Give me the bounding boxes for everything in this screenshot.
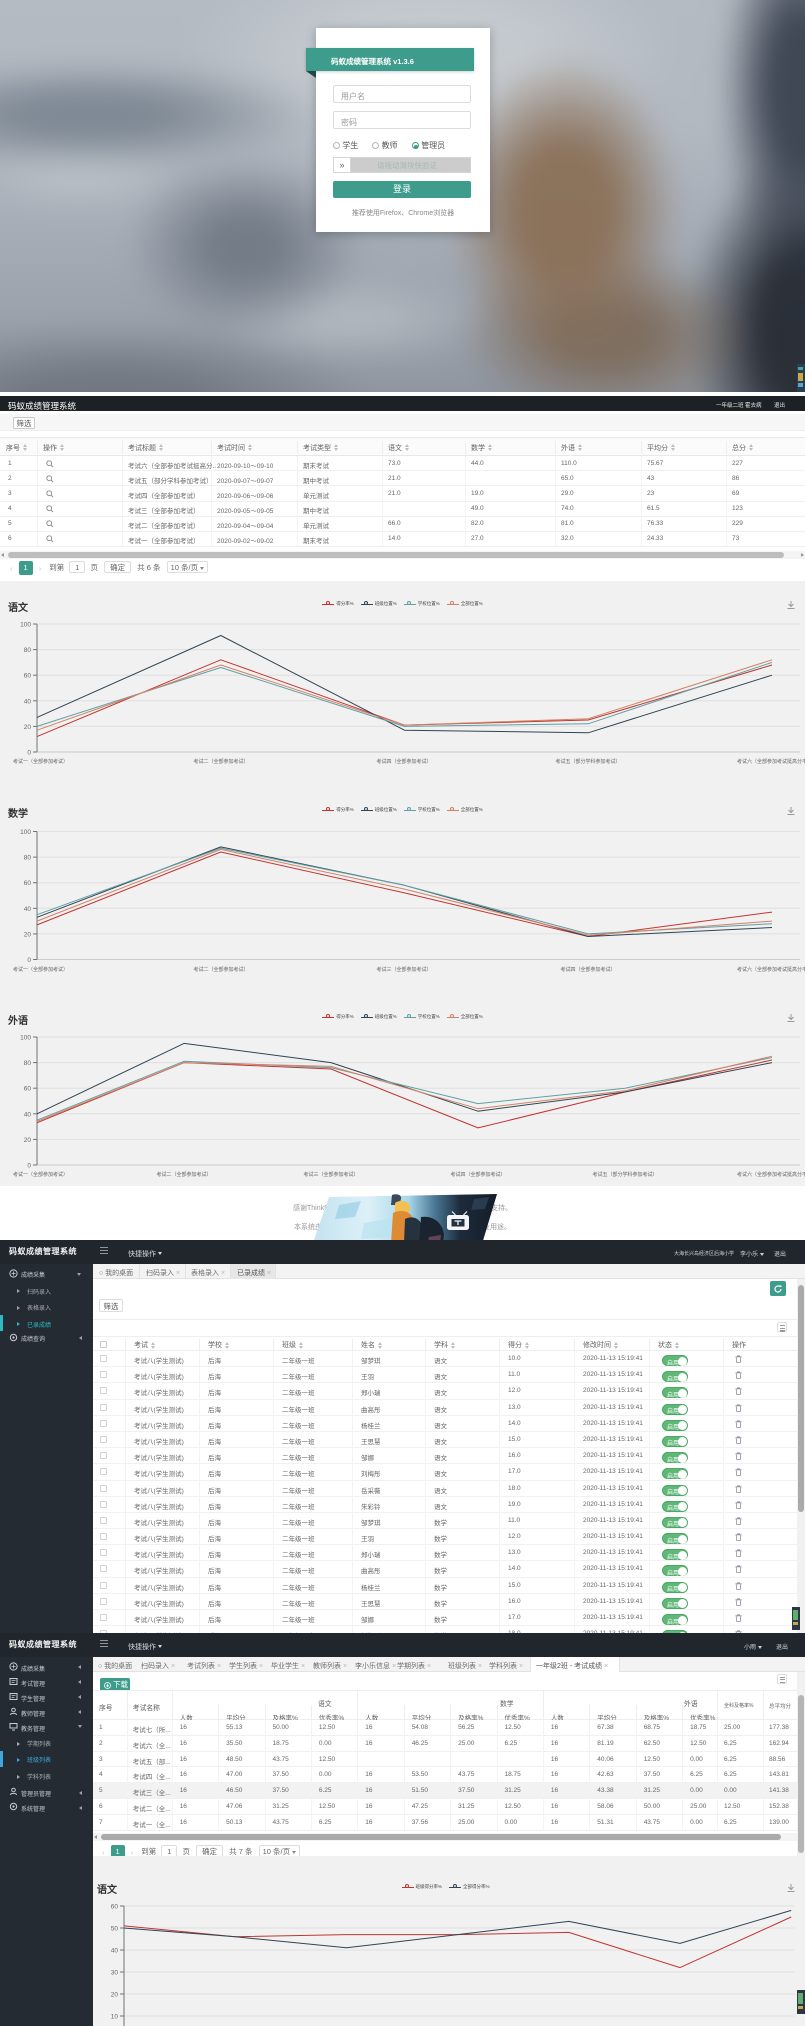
svg-text:0: 0 [27, 1163, 31, 1170]
svg-text:考试一（全部参加考试）: 考试一（全部参加考试） [13, 1171, 68, 1178]
svg-text:100: 100 [20, 622, 31, 629]
svg-text:考试二（全部参加考试）: 考试二（全部参加考试） [193, 966, 248, 973]
svg-text:60: 60 [24, 673, 32, 680]
svg-text:30: 30 [111, 1970, 119, 1977]
svg-text:考试六（全部参加考试挺高分不: 考试六（全部参加考试挺高分不 [737, 966, 805, 973]
svg-text:20: 20 [24, 1137, 32, 1144]
svg-text:0: 0 [27, 957, 31, 964]
svg-text:考试四（全部参加考试）: 考试四（全部参加考试） [450, 1171, 505, 1178]
svg-text:考试二（全部参加考试）: 考试二（全部参加考试） [156, 1171, 211, 1178]
svg-text:80: 80 [24, 1060, 32, 1067]
svg-text:100: 100 [20, 1035, 31, 1042]
svg-text:考试三（全部参加考试）: 考试三（全部参加考试） [376, 966, 431, 973]
svg-text:60: 60 [24, 880, 32, 887]
svg-text:80: 80 [24, 647, 32, 654]
svg-text:考试四（全部参加考试）: 考试四（全部参加考试） [376, 758, 431, 765]
svg-text:考试五（部分学科参加考试）: 考试五（部分学科参加考试） [592, 1171, 657, 1178]
svg-text:10: 10 [111, 2014, 119, 2021]
svg-text:考试六（全部参加考试挺高分不: 考试六（全部参加考试挺高分不 [737, 1171, 805, 1178]
svg-text:考试二（全部参加考试）: 考试二（全部参加考试） [193, 758, 248, 765]
svg-text:考试一（全部参加考试）: 考试一（全部参加考试） [13, 758, 68, 765]
svg-text:考试一（全部参加考试）: 考试一（全部参加考试） [13, 966, 68, 973]
svg-text:考试六（全部参加考试挺高分不: 考试六（全部参加考试挺高分不 [737, 758, 805, 765]
svg-text:40: 40 [24, 906, 32, 913]
svg-text:20: 20 [24, 724, 32, 731]
svg-text:60: 60 [111, 1904, 119, 1911]
svg-text:考试五（部分学科参加考试）: 考试五（部分学科参加考试） [555, 758, 620, 765]
svg-text:40: 40 [24, 1111, 32, 1118]
svg-text:60: 60 [24, 1086, 32, 1093]
svg-text:0: 0 [27, 750, 31, 757]
svg-text:80: 80 [24, 855, 32, 862]
svg-text:100: 100 [20, 829, 31, 836]
svg-text:40: 40 [111, 1948, 119, 1955]
svg-text:20: 20 [24, 931, 32, 938]
svg-text:40: 40 [24, 698, 32, 705]
svg-text:50: 50 [111, 1926, 119, 1933]
svg-text:考试三（全部参加考试）: 考试三（全部参加考试） [303, 1171, 358, 1178]
svg-text:考试四（全部参加考试）: 考试四（全部参加考试） [560, 966, 615, 973]
svg-text:20: 20 [111, 1992, 119, 1999]
